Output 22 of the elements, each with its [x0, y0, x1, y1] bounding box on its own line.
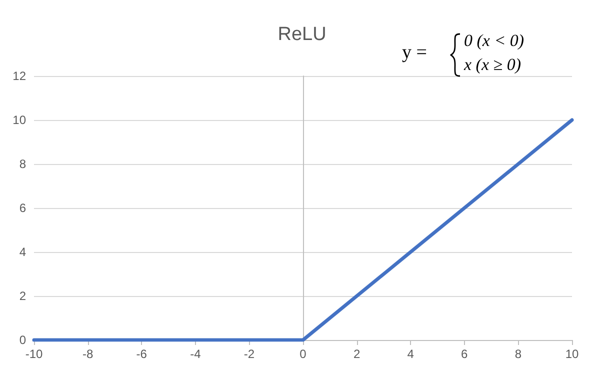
x-tick-label: 10: [565, 347, 579, 361]
x-tick-label: 8: [514, 347, 522, 361]
y-tick-label: 8: [19, 157, 26, 171]
x-tick-label: -4: [190, 347, 202, 361]
x-tick-label: 2: [353, 347, 360, 361]
x-tick-label: 6: [461, 347, 468, 361]
x-tick-label: -8: [82, 347, 94, 361]
y-tick-label: 2: [19, 289, 26, 303]
chart-title: ReLU: [278, 24, 326, 45]
x-tick-label: -10: [25, 347, 43, 361]
x-tick-label: 4: [407, 347, 414, 361]
y-tick-label: 10: [12, 113, 26, 127]
y-tick-label: 12: [12, 69, 26, 83]
text: 0 (x < 0): [464, 31, 524, 50]
text: y =: [402, 42, 427, 63]
y-tick-label: 6: [19, 201, 26, 215]
x-tick-label: -6: [136, 347, 148, 361]
text: x (x ≥ 0): [463, 55, 522, 74]
x-tick-label: -2: [244, 347, 255, 361]
y-tick-label: 4: [19, 245, 26, 259]
x-tick-label: 0: [300, 347, 307, 361]
y-tick-label: 0: [19, 333, 26, 347]
